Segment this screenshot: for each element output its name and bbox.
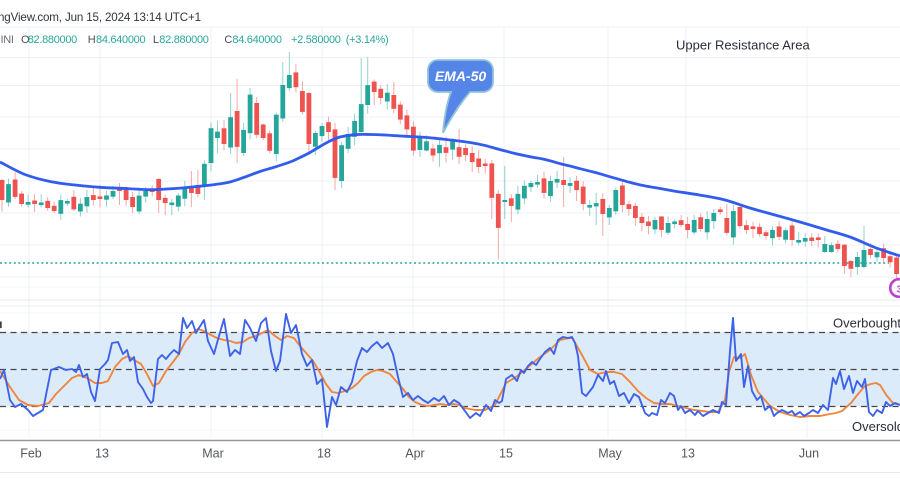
svg-text:H: H: [88, 34, 96, 46]
svg-text:Upper Resistance Area: Upper Resistance Area: [676, 38, 810, 53]
svg-text:O: O: [21, 34, 30, 46]
svg-text:13: 13: [681, 447, 695, 461]
svg-text:Feb: Feb: [20, 447, 42, 461]
svg-text:18: 18: [317, 447, 331, 461]
svg-text:+2.580000: +2.580000: [291, 34, 341, 46]
svg-text:84.640000: 84.640000: [96, 34, 145, 46]
svg-text:Overbought: Overbought: [833, 316, 900, 331]
svg-text:Oversold: Oversold: [852, 419, 900, 434]
svg-text:C: C: [224, 34, 232, 46]
svg-text:82.880000: 82.880000: [28, 34, 77, 46]
svg-text:EMA-50: EMA-50: [435, 68, 487, 84]
svg-text:Jun: Jun: [799, 447, 819, 461]
svg-text:82.880000: 82.880000: [159, 34, 208, 46]
svg-text:15: 15: [499, 447, 513, 461]
svg-text:(+3.14%): (+3.14%): [346, 34, 389, 46]
svg-text:ngView.com, Jun 15, 2024 13:14: ngView.com, Jun 15, 2024 13:14 UTC+1: [0, 11, 201, 24]
svg-text:13: 13: [95, 447, 109, 461]
svg-text:3: 3: [897, 284, 900, 296]
svg-text:84.640000: 84.640000: [232, 34, 281, 46]
svg-text:Apr: Apr: [405, 447, 424, 461]
svg-text:May: May: [598, 447, 622, 461]
svg-text:Mar: Mar: [202, 447, 224, 461]
svg-text:INI: INI: [1, 34, 14, 46]
svg-text:L: L: [153, 34, 159, 46]
